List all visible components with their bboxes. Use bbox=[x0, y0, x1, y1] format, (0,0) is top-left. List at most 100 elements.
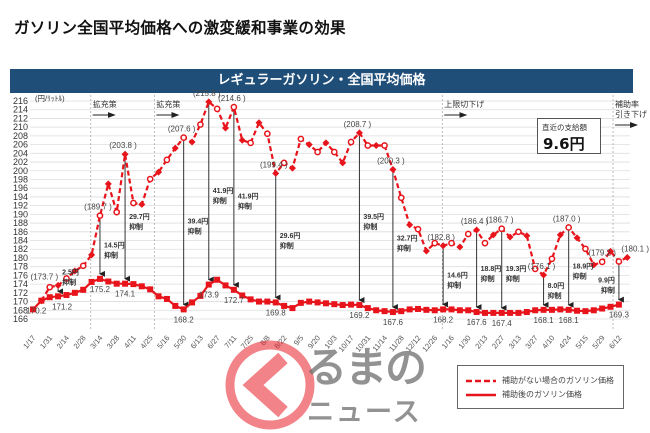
data-point-without-subsidy bbox=[104, 180, 112, 188]
y-tick-label: 208 bbox=[13, 131, 28, 141]
subsidy-amount-label: 29.7円 bbox=[129, 213, 150, 221]
x-tick-label: 6/27 bbox=[205, 334, 221, 351]
data-point-with-subsidy bbox=[373, 307, 380, 314]
data-point-without-subsidy bbox=[63, 275, 70, 282]
subsidy-note-label: 抑制 bbox=[506, 274, 520, 283]
latest-subsidy-box: 直近の支給額 9.6円 bbox=[537, 118, 601, 154]
data-point-with-subsidy bbox=[348, 301, 355, 308]
data-point-without-subsidy bbox=[213, 105, 221, 113]
data-point-with-subsidy bbox=[322, 300, 329, 307]
data-point-with-subsidy bbox=[130, 281, 137, 288]
x-tick-label: 4/25 bbox=[138, 334, 154, 351]
subsidized-value-label: 168.2 bbox=[433, 315, 454, 324]
data-point-with-subsidy bbox=[197, 292, 204, 299]
subsidy-note-label: 抑制 bbox=[62, 277, 76, 286]
subsidized-value-label: 168.1 bbox=[534, 316, 555, 325]
data-point-without-subsidy bbox=[464, 230, 472, 238]
data-point-with-subsidy bbox=[590, 307, 597, 314]
y-tick-label: 182 bbox=[13, 244, 28, 254]
data-point-with-subsidy bbox=[465, 307, 472, 314]
data-point-without-subsidy bbox=[556, 231, 564, 239]
series-line-without-subsidy bbox=[40, 100, 628, 302]
data-point-with-subsidy bbox=[297, 299, 304, 306]
data-point-with-subsidy bbox=[306, 298, 313, 305]
data-point-with-subsidy bbox=[381, 308, 388, 315]
subsidy-note-label: 抑制 bbox=[129, 222, 143, 231]
data-point-with-subsidy bbox=[289, 305, 296, 312]
data-point-with-subsidy bbox=[389, 309, 396, 316]
data-point-without-subsidy bbox=[389, 165, 397, 173]
subsidy-note-label: 抑制 bbox=[363, 222, 377, 231]
peak-value-label: (176.1 ) bbox=[528, 262, 556, 271]
subsidy-note-label: 抑制 bbox=[213, 196, 227, 205]
event-label: 拡充策 bbox=[93, 99, 117, 109]
y-tick-label: 192 bbox=[13, 201, 28, 211]
data-point-without-subsidy bbox=[523, 232, 531, 240]
page-title: ガソリン全国平均価格への激変緩和事業の効果 bbox=[14, 19, 346, 37]
subsidy-amount-label: 39.5円 bbox=[363, 213, 384, 221]
x-tick-label: 2/13 bbox=[473, 334, 489, 351]
y-tick-label: 188 bbox=[13, 218, 28, 228]
x-tick-label: 2/14 bbox=[55, 334, 71, 351]
data-point-without-subsidy bbox=[146, 175, 154, 183]
peak-value-label: (173.7 ) bbox=[31, 272, 59, 281]
subsidy-note-label: 抑制 bbox=[104, 250, 118, 259]
x-tick-label: 5/29 bbox=[590, 334, 606, 351]
subsidized-value-label: 167.4 bbox=[492, 319, 513, 328]
data-point-without-subsidy bbox=[431, 239, 439, 247]
data-point-with-subsidy bbox=[113, 280, 120, 287]
data-point-with-subsidy bbox=[523, 309, 530, 316]
data-point-without-subsidy bbox=[46, 283, 54, 291]
subsidy-amount-label: 14.6円 bbox=[447, 272, 468, 280]
data-point-with-subsidy bbox=[473, 309, 480, 316]
x-tick-label: 6/13 bbox=[189, 334, 205, 351]
subsidy-amount-label: 2.5円 bbox=[62, 268, 79, 276]
data-point-with-subsidy bbox=[507, 309, 514, 316]
data-point-without-subsidy bbox=[397, 194, 405, 202]
data-point-with-subsidy bbox=[105, 278, 112, 285]
data-point-without-subsidy bbox=[623, 254, 631, 262]
data-point-without-subsidy bbox=[573, 234, 581, 242]
y-tick-label: 180 bbox=[13, 253, 28, 263]
peak-value-label: (214.6 ) bbox=[218, 94, 246, 103]
data-point-with-subsidy bbox=[281, 302, 288, 309]
legend: 補助がない場合のガソリン価格 補助後のガソリン価格 bbox=[457, 365, 624, 409]
data-point-without-subsidy bbox=[439, 242, 447, 250]
data-point-with-subsidy bbox=[163, 295, 170, 302]
x-tick-label: 2/28 bbox=[71, 334, 87, 351]
x-tick-label: 8/8 bbox=[258, 334, 272, 348]
y-tick-label: 184 bbox=[13, 236, 28, 246]
y-tick-label: 204 bbox=[13, 148, 28, 158]
legend-label-solid: 補助後のガソリン価格 bbox=[502, 390, 582, 399]
data-point-without-subsidy bbox=[230, 103, 238, 111]
data-point-with-subsidy bbox=[147, 286, 154, 293]
data-point-without-subsidy bbox=[355, 129, 363, 137]
legend-item-solid: 補助後のガソリン価格 bbox=[466, 389, 582, 400]
data-point-with-subsidy bbox=[222, 282, 229, 289]
data-point-without-subsidy bbox=[448, 239, 455, 247]
data-point-with-subsidy bbox=[532, 307, 539, 314]
x-tick-label: 2/27 bbox=[490, 334, 506, 351]
data-point-without-subsidy bbox=[347, 138, 355, 146]
x-tick-label: 1/17 bbox=[21, 334, 37, 351]
data-point-with-subsidy bbox=[55, 293, 62, 300]
x-tick-label: 11/14 bbox=[370, 334, 389, 354]
x-tick-label: 1/30 bbox=[456, 334, 472, 351]
data-point-without-subsidy bbox=[590, 261, 598, 269]
dashed-line-swatch-icon bbox=[466, 379, 496, 382]
subsidized-value-label: 168.1 bbox=[559, 316, 580, 325]
data-point-with-subsidy bbox=[314, 299, 321, 306]
data-point-with-subsidy bbox=[456, 307, 463, 314]
subsidized-value-label: 167.6 bbox=[467, 318, 488, 327]
x-tick-label: 1/16 bbox=[440, 334, 456, 351]
data-point-with-subsidy bbox=[172, 302, 179, 309]
subsidized-value-label: 169.8 bbox=[266, 308, 287, 317]
x-tick-label: 6/12 bbox=[607, 334, 623, 351]
data-point-without-subsidy bbox=[138, 200, 146, 208]
x-tick-label: 11/28 bbox=[387, 334, 406, 354]
data-point-with-subsidy bbox=[189, 299, 196, 306]
data-point-without-subsidy bbox=[264, 130, 271, 138]
x-tick-label: 3/14 bbox=[88, 334, 104, 351]
data-point-without-subsidy bbox=[548, 255, 556, 263]
y-tick-label: 198 bbox=[13, 174, 28, 184]
